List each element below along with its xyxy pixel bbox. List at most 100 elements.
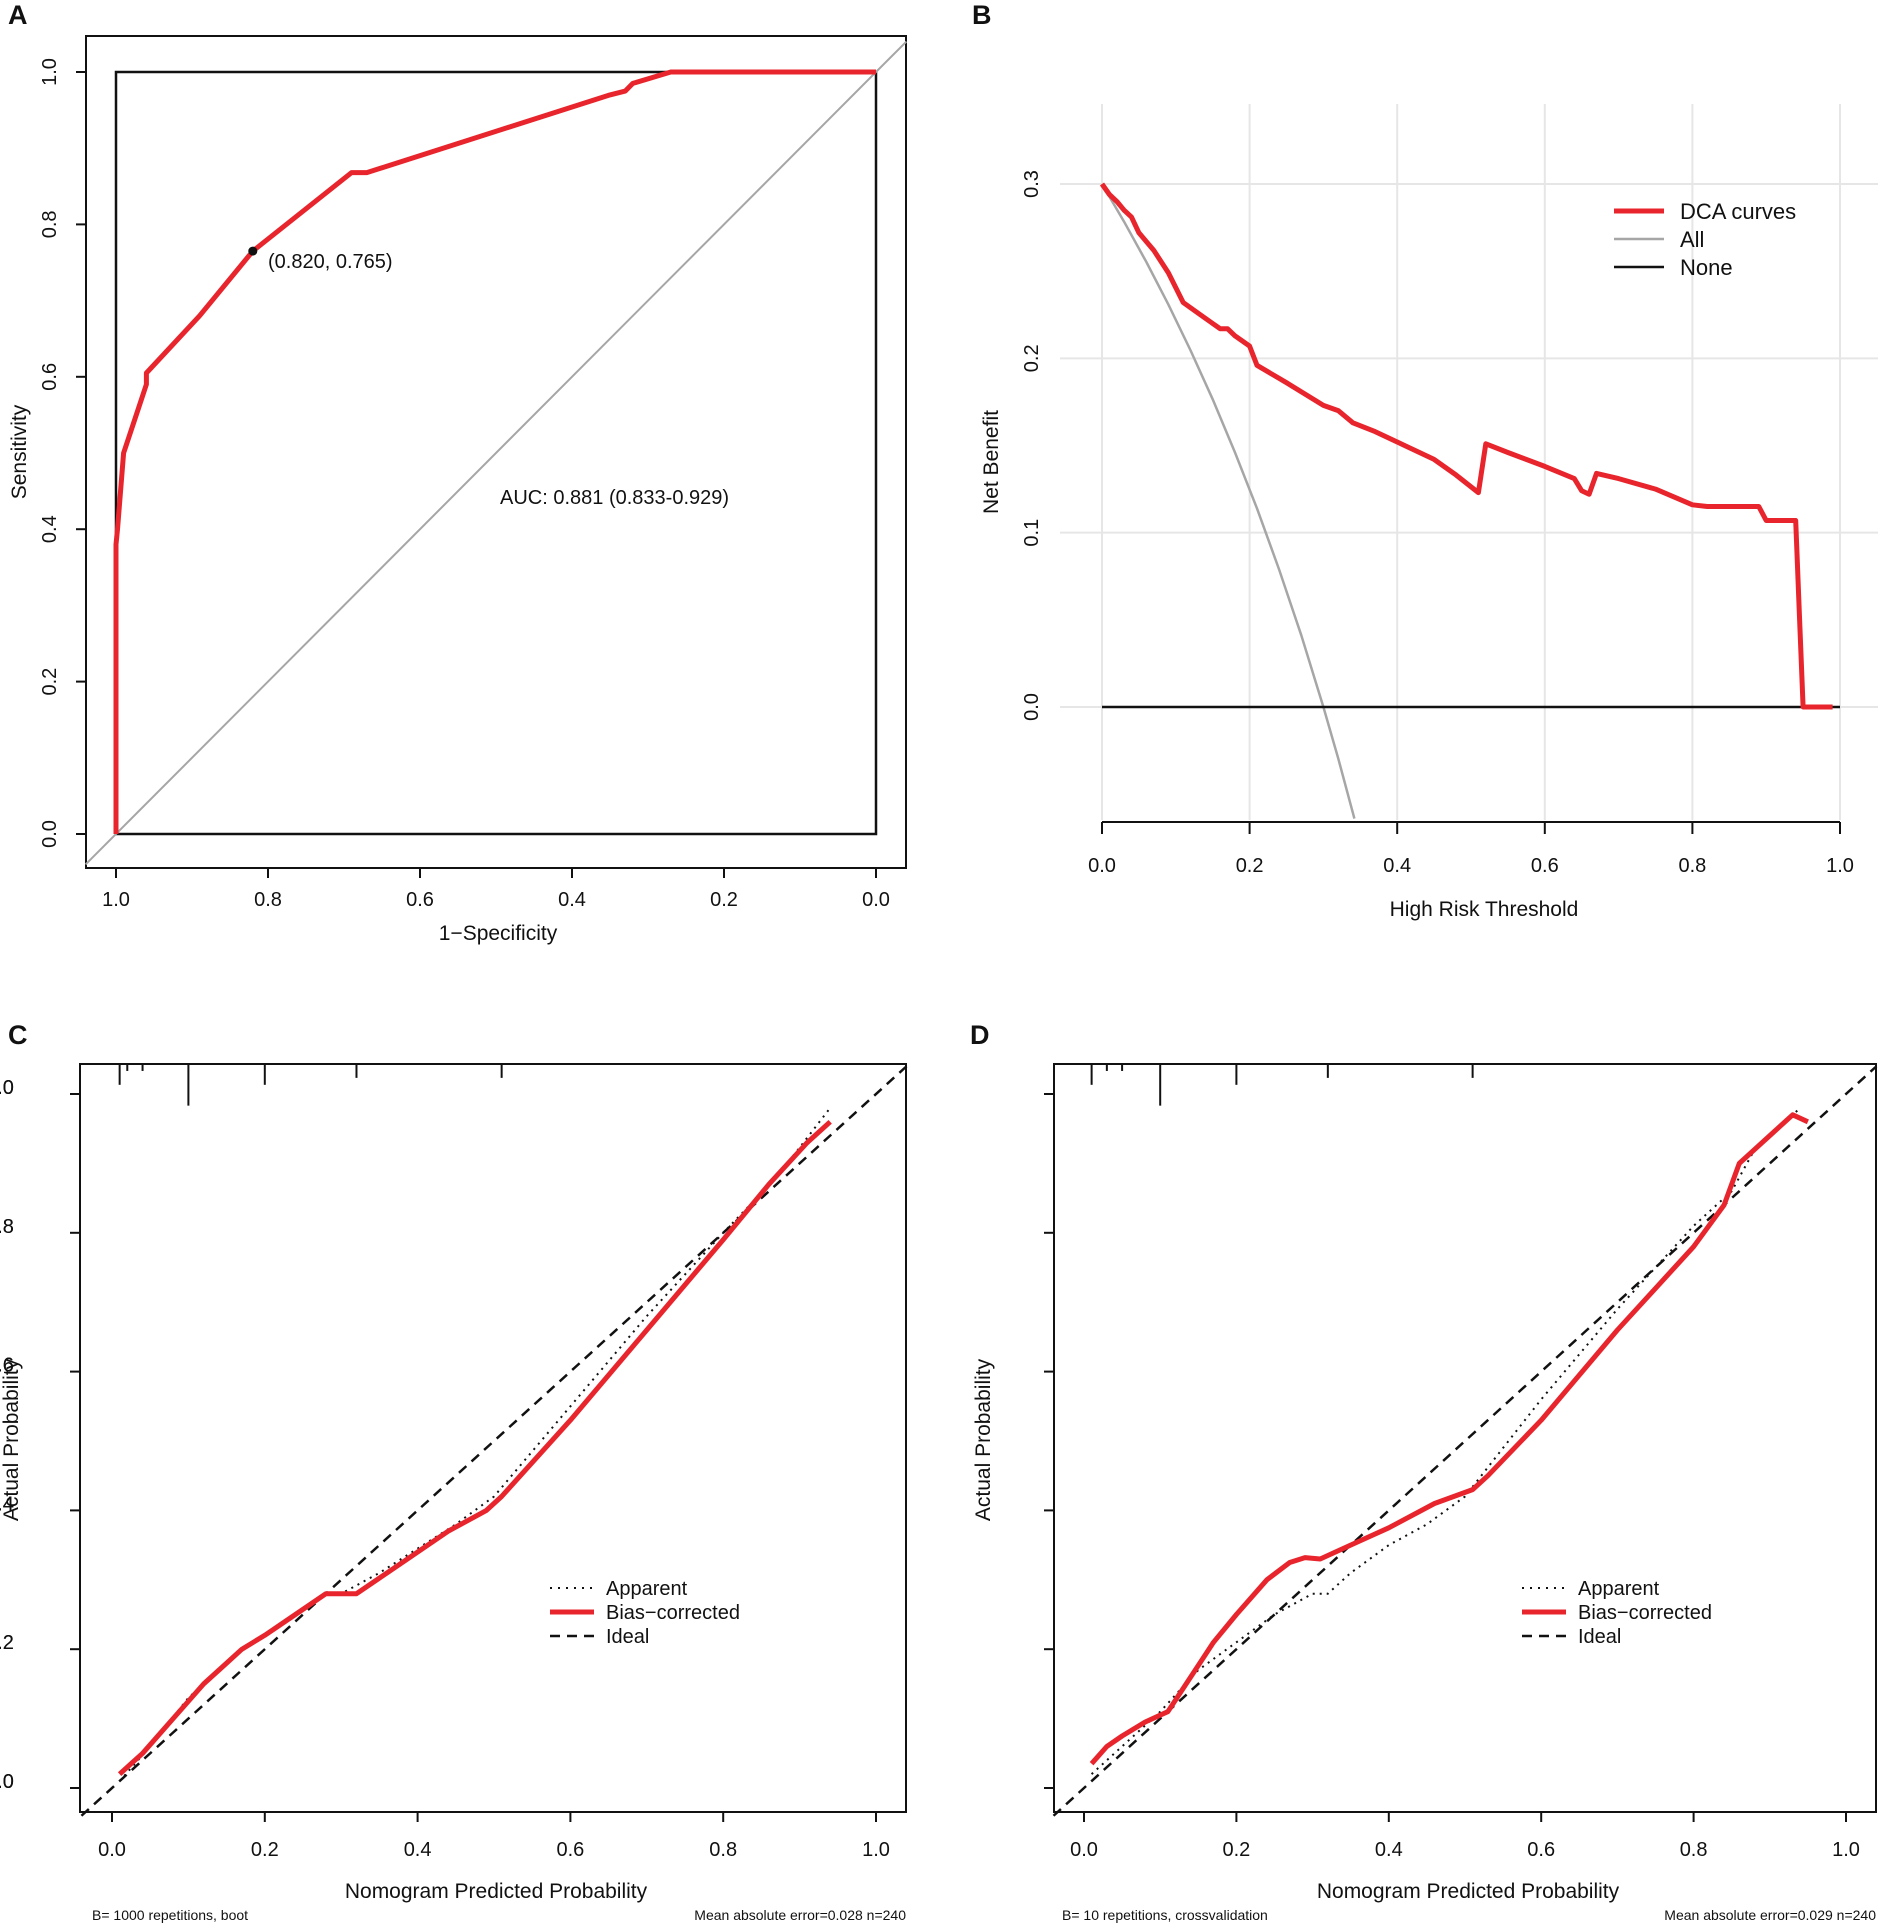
legend-label-dca: DCA curves (1680, 199, 1796, 224)
panel-c-ideal-line (80, 1065, 908, 1817)
panel-a-y-tick-label: 0.8 (39, 210, 61, 238)
panel-d: D 0.0 0.2 0.4 0.6 0.8 1.0 0.0 0.2 0.4 0.6 0.8 1.0 N… (0, 1020, 1878, 1923)
panel-b-dca-curve (1099, 182, 1833, 710)
panel-b-y-tick-label: 0.2 (1021, 344, 1043, 372)
panel-a-x-tick-label: 1.0 (102, 889, 130, 911)
panel-d-x-tick-label: 1.0 (1832, 1839, 1860, 1861)
panel-b-y-tick-label: 0.1 (1021, 519, 1043, 547)
panel-a-xlabel: 1−Specificity (439, 922, 558, 945)
panel-b-xlabel: High Risk Threshold (1390, 898, 1579, 921)
panel-d-x-tick-label: 0.8 (1680, 1839, 1708, 1861)
panel-c-ylabel: Actual Probability (0, 1358, 23, 1521)
panel-d-note-left: B= 10 repetitions, crossvalidation (1062, 1907, 1268, 1923)
panel-d-y-tick-label: 1.0 (0, 1077, 14, 1099)
panel-b-x-tick-label: 1.0 (1826, 855, 1854, 877)
panel-d-y-tick-label: 0.0 (0, 1771, 14, 1793)
panel-a-roc-curve (113, 69, 876, 834)
legend-label-none: None (1680, 255, 1733, 280)
panel-c-xlabel: Nomogram Predicted Probability (345, 1880, 648, 1903)
panel-c-x-tick-label: 0.6 (556, 1839, 584, 1861)
panel-b-x-tick-label: 0.0 (1088, 855, 1116, 877)
panel-c-y-tick-label: 0.6 (0, 1355, 14, 1377)
panel-c: C 0.0 0.2 0.4 0.6 0.8 1.0 0.0 0.2 0.4 0.6 0.8 1.0 N… (0, 1020, 908, 1923)
panel-c-frame (79, 1063, 907, 1813)
panel-b-x-tick-label: 0.2 (1236, 855, 1264, 877)
panel-d-letter: D (970, 1020, 990, 1050)
panel-b-legend: DCA curves All None (1614, 199, 1796, 280)
panel-c-x-tick-label: 0.8 (709, 1839, 737, 1861)
panel-b-all-curve (1100, 183, 1356, 819)
panel-c-note-left: B= 1000 repetitions, boot (92, 1907, 248, 1923)
panel-c-bias-corrected-curve (117, 1119, 832, 1776)
legend-label-bias-corrected: Bias−corrected (606, 1602, 740, 1624)
panel-b-y-tick-label: 0.0 (1021, 693, 1043, 721)
legend-label-apparent: Apparent (606, 1578, 688, 1600)
panel-d-y-tick-label: 0.8 (0, 1216, 14, 1238)
panel-a-y-tick-label: 1.0 (39, 58, 61, 86)
panel-a-y-tick-label: 0.4 (39, 515, 61, 543)
panel-d-x-tick-label: 0.6 (1527, 1839, 1555, 1861)
panel-d-x-tick-label: 0.0 (1070, 1839, 1098, 1861)
panel-b-axes: 0.0 0.2 0.4 0.6 0.8 1.0 0.0 0.1 0.2 0.3 (1021, 170, 1854, 877)
panel-c-x-tick-label: 0.4 (404, 1839, 432, 1861)
panel-c-x-tick-label: 0.0 (98, 1839, 126, 1861)
legend-label-bias-corrected: Bias−corrected (1578, 1602, 1712, 1624)
panel-c-axes: 0.0 0.2 0.4 0.6 0.8 1.0 0.0 0.2 0.4 0.6 0.8 1.0 (0, 1077, 890, 1861)
panel-b: B 0.0 0.2 0.4 0.6 0.8 1.0 0.0 0.1 0.2 0.3 High Ri… (972, 0, 1878, 921)
panel-a-y-tick-label: 0.0 (39, 820, 61, 848)
panel-d-y-tick-label: 0.2 (0, 1632, 14, 1654)
panel-d-legend: Apparent Bias−corrected Ideal (1522, 1578, 1712, 1648)
panel-a: A 1.0 0.8 0.6 0.4 0.2 0.0 0.0 0.2 0.4 0.6 0.8 1.0 1… (8, 0, 908, 945)
panel-a-axes: 1.0 0.8 0.6 0.4 0.2 0.0 0.0 0.2 0.4 0.6 0.8 1.0 (39, 58, 890, 911)
panel-c-apparent-curve (118, 1107, 831, 1782)
legend-label-apparent: Apparent (1578, 1578, 1660, 1600)
panel-a-x-tick-label: 0.6 (406, 889, 434, 911)
panel-c-x-tick-label: 0.2 (251, 1839, 279, 1861)
panel-c-legend: Apparent Bias−corrected Ideal (550, 1578, 740, 1648)
legend-label-ideal: Ideal (606, 1626, 649, 1648)
panel-c-x-tick-label: 1.0 (862, 1839, 890, 1861)
panel-d-ylabel: Actual Probability (972, 1358, 995, 1521)
legend-label-ideal: Ideal (1578, 1626, 1621, 1648)
panel-b-x-tick-label: 0.8 (1678, 855, 1706, 877)
panel-a-x-tick-label: 0.4 (558, 889, 586, 911)
panel-a-point-label: (0.820, 0.765) (268, 251, 393, 273)
panel-d-y-tick-label: 0.6 (0, 1355, 14, 1377)
panel-d-y-tick-label: 0.4 (0, 1493, 14, 1515)
panel-b-grid (1060, 104, 1878, 820)
panel-d-xlabel: Nomogram Predicted Probability (1317, 1880, 1620, 1903)
panel-d-rug (1090, 1064, 1474, 1106)
panel-c-note-right: Mean absolute error=0.028 n=240 (694, 1907, 906, 1923)
panel-b-letter: B (972, 0, 992, 30)
panel-a-plot-box (114, 70, 878, 836)
panel-d-x-tick-label: 0.4 (1375, 1839, 1403, 1861)
panel-a-letter: A (8, 0, 28, 30)
panel-b-x-tick-label: 0.4 (1383, 855, 1411, 877)
panel-a-x-tick-label: 0.2 (710, 889, 738, 911)
panel-c-y-tick-label: 0.8 (0, 1216, 14, 1238)
panel-d-x-tick-label: 0.2 (1222, 1839, 1250, 1861)
panel-d-note-right: Mean absolute error=0.029 n=240 (1664, 1907, 1876, 1923)
panel-a-reference-diagonal (84, 40, 908, 866)
panel-d-apparent-curve (1090, 1107, 1801, 1775)
panel-a-y-tick-label: 0.6 (39, 363, 61, 391)
panel-a-cutoff-point (248, 246, 258, 256)
panel-d-bias-corrected-curve (1089, 1112, 1809, 1766)
panel-c-y-tick-label: 0.0 (0, 1771, 14, 1793)
panel-b-y-tick-label: 0.3 (1021, 170, 1043, 198)
panel-c-rug (118, 1064, 503, 1106)
panel-c-y-tick-label: 0.4 (0, 1493, 14, 1515)
panel-c-y-tick-label: 0.2 (0, 1632, 14, 1654)
panel-d-axes: 0.0 0.2 0.4 0.6 0.8 1.0 0.0 0.2 0.4 0.6 0.8 1.0 (0, 1077, 1860, 1861)
panel-a-auc-label: AUC: 0.881 (0.833-0.929) (500, 487, 729, 509)
panel-b-ylabel: Net Benefit (980, 410, 1003, 514)
panel-a-x-tick-label: 0.8 (254, 889, 282, 911)
panel-d-ideal-line (1052, 1065, 1878, 1817)
legend-label-all: All (1680, 227, 1704, 252)
panel-a-x-tick-label: 0.0 (862, 889, 890, 911)
panel-c-y-tick-label: 1.0 (0, 1077, 14, 1099)
panel-b-x-tick-label: 0.6 (1531, 855, 1559, 877)
panel-a-ylabel: Sensitivity (8, 404, 31, 499)
panel-a-y-tick-label: 0.2 (39, 668, 61, 696)
